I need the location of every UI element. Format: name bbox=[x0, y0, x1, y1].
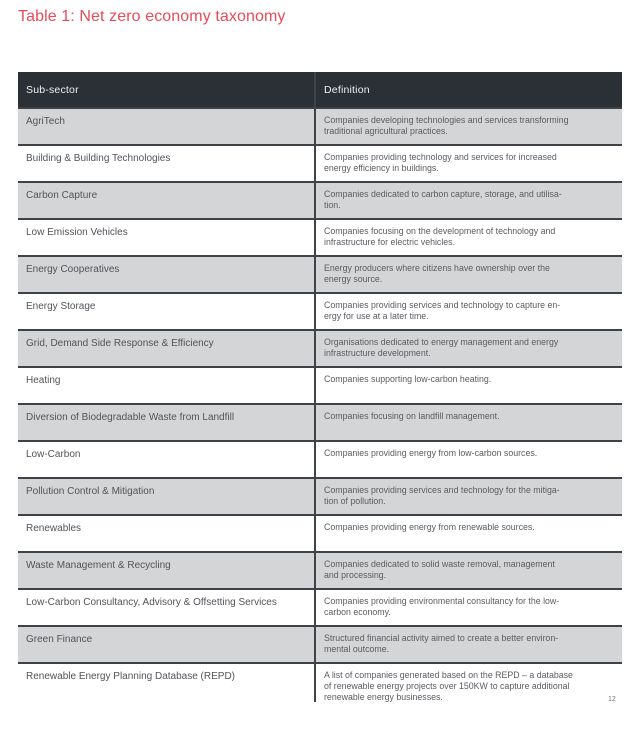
subsector-cell: Green Finance bbox=[26, 634, 93, 645]
table-row: Energy Cooperatives Energy producers whe… bbox=[18, 256, 622, 293]
table-row: Energy Storage Companies providing servi… bbox=[18, 293, 622, 330]
subsector-cell: Energy Storage bbox=[26, 301, 96, 312]
subsector-cell: Low-Carbon Consultancy, Advisory & Offse… bbox=[26, 597, 277, 608]
table-row: Waste Management & Recycling Companies d… bbox=[18, 552, 622, 589]
definition-cell: Companies focusing on the development of… bbox=[314, 219, 622, 256]
subsector-cell: Low Emission Vehicles bbox=[26, 227, 128, 238]
column-header-definition: Definition bbox=[314, 72, 622, 108]
definition-cell: Companies providing energy from renewabl… bbox=[314, 515, 622, 552]
definition-cell: Structured financial activity aimed to c… bbox=[314, 626, 622, 663]
definition-cell: Companies focusing on landfill managemen… bbox=[314, 404, 622, 441]
table-row: Low Emission Vehicles Companies focusing… bbox=[18, 219, 622, 256]
subsector-cell: Building & Building Technologies bbox=[26, 153, 171, 164]
definition-cell: Companies providing services and technol… bbox=[314, 293, 622, 330]
subsector-cell: Renewable Energy Planning Database (REPD… bbox=[26, 671, 236, 682]
subsector-cell: Diversion of Biodegradable Waste from La… bbox=[26, 412, 235, 423]
definition-cell: Companies dedicated to solid waste remov… bbox=[314, 552, 622, 589]
definition-cell: Companies providing technology and servi… bbox=[314, 145, 622, 182]
table-row: Green Finance Structured financial activ… bbox=[18, 626, 622, 663]
table-row: Renewables Companies providing energy fr… bbox=[18, 515, 622, 552]
subsector-cell: Energy Cooperatives bbox=[26, 264, 120, 275]
table-row: Carbon Capture Companies dedicated to ca… bbox=[18, 182, 622, 219]
table-row: Heating Companies supporting low-carbon … bbox=[18, 367, 622, 404]
subsector-cell: Waste Management & Recycling bbox=[26, 560, 171, 571]
table-row: Renewable Energy Planning Database (REPD… bbox=[18, 663, 622, 703]
definition-cell: A list of companies generated based on t… bbox=[314, 663, 622, 703]
definition-cell: Companies supporting low-carbon heating. bbox=[314, 367, 622, 404]
table-row: Low-Carbon Consultancy, Advisory & Offse… bbox=[18, 589, 622, 626]
column-header-subsector: Sub-sector bbox=[18, 72, 315, 108]
subsector-cell: Renewables bbox=[26, 523, 82, 534]
definition-cell: Companies providing environmental consul… bbox=[314, 589, 622, 626]
table-row: Grid, Demand Side Response & Efficiency … bbox=[18, 330, 622, 367]
subsector-cell: Grid, Demand Side Response & Efficiency bbox=[26, 338, 214, 349]
table-row: Low-Carbon Companies providing energy fr… bbox=[18, 441, 622, 478]
definition-cell: Companies providing energy from low-carb… bbox=[314, 441, 622, 478]
subsector-cell: Heating bbox=[26, 375, 61, 386]
definition-cell: Companies developing technologies and se… bbox=[314, 108, 622, 145]
definition-cell: Companies dedicated to carbon capture, s… bbox=[314, 182, 622, 219]
subsector-cell: Low-Carbon bbox=[26, 449, 81, 460]
definition-cell: Organisations dedicated to energy manage… bbox=[314, 330, 622, 367]
definition-cell: Companies providing services and technol… bbox=[314, 478, 622, 515]
subsector-cell: Pollution Control & Mitigation bbox=[26, 486, 155, 497]
table-row: Diversion of Biodegradable Waste from La… bbox=[18, 404, 622, 441]
table-row: Pollution Control & Mitigation Companies… bbox=[18, 478, 622, 515]
header-row: Sub-sector Definition bbox=[18, 72, 622, 108]
page-number: 12 bbox=[608, 696, 616, 703]
definition-cell: Energy producers where citizens have own… bbox=[314, 256, 622, 293]
page-title: Table 1: Net zero economy taxonomy bbox=[18, 8, 286, 25]
subsector-cell: Carbon Capture bbox=[26, 190, 98, 201]
table-row: AgriTech Companies developing technologi… bbox=[18, 108, 622, 145]
taxonomy-table: Sub-sector Definition AgriTech Companies… bbox=[18, 72, 622, 703]
table-row: Building & Building Technologies Compani… bbox=[18, 145, 622, 182]
subsector-cell: AgriTech bbox=[26, 116, 65, 127]
